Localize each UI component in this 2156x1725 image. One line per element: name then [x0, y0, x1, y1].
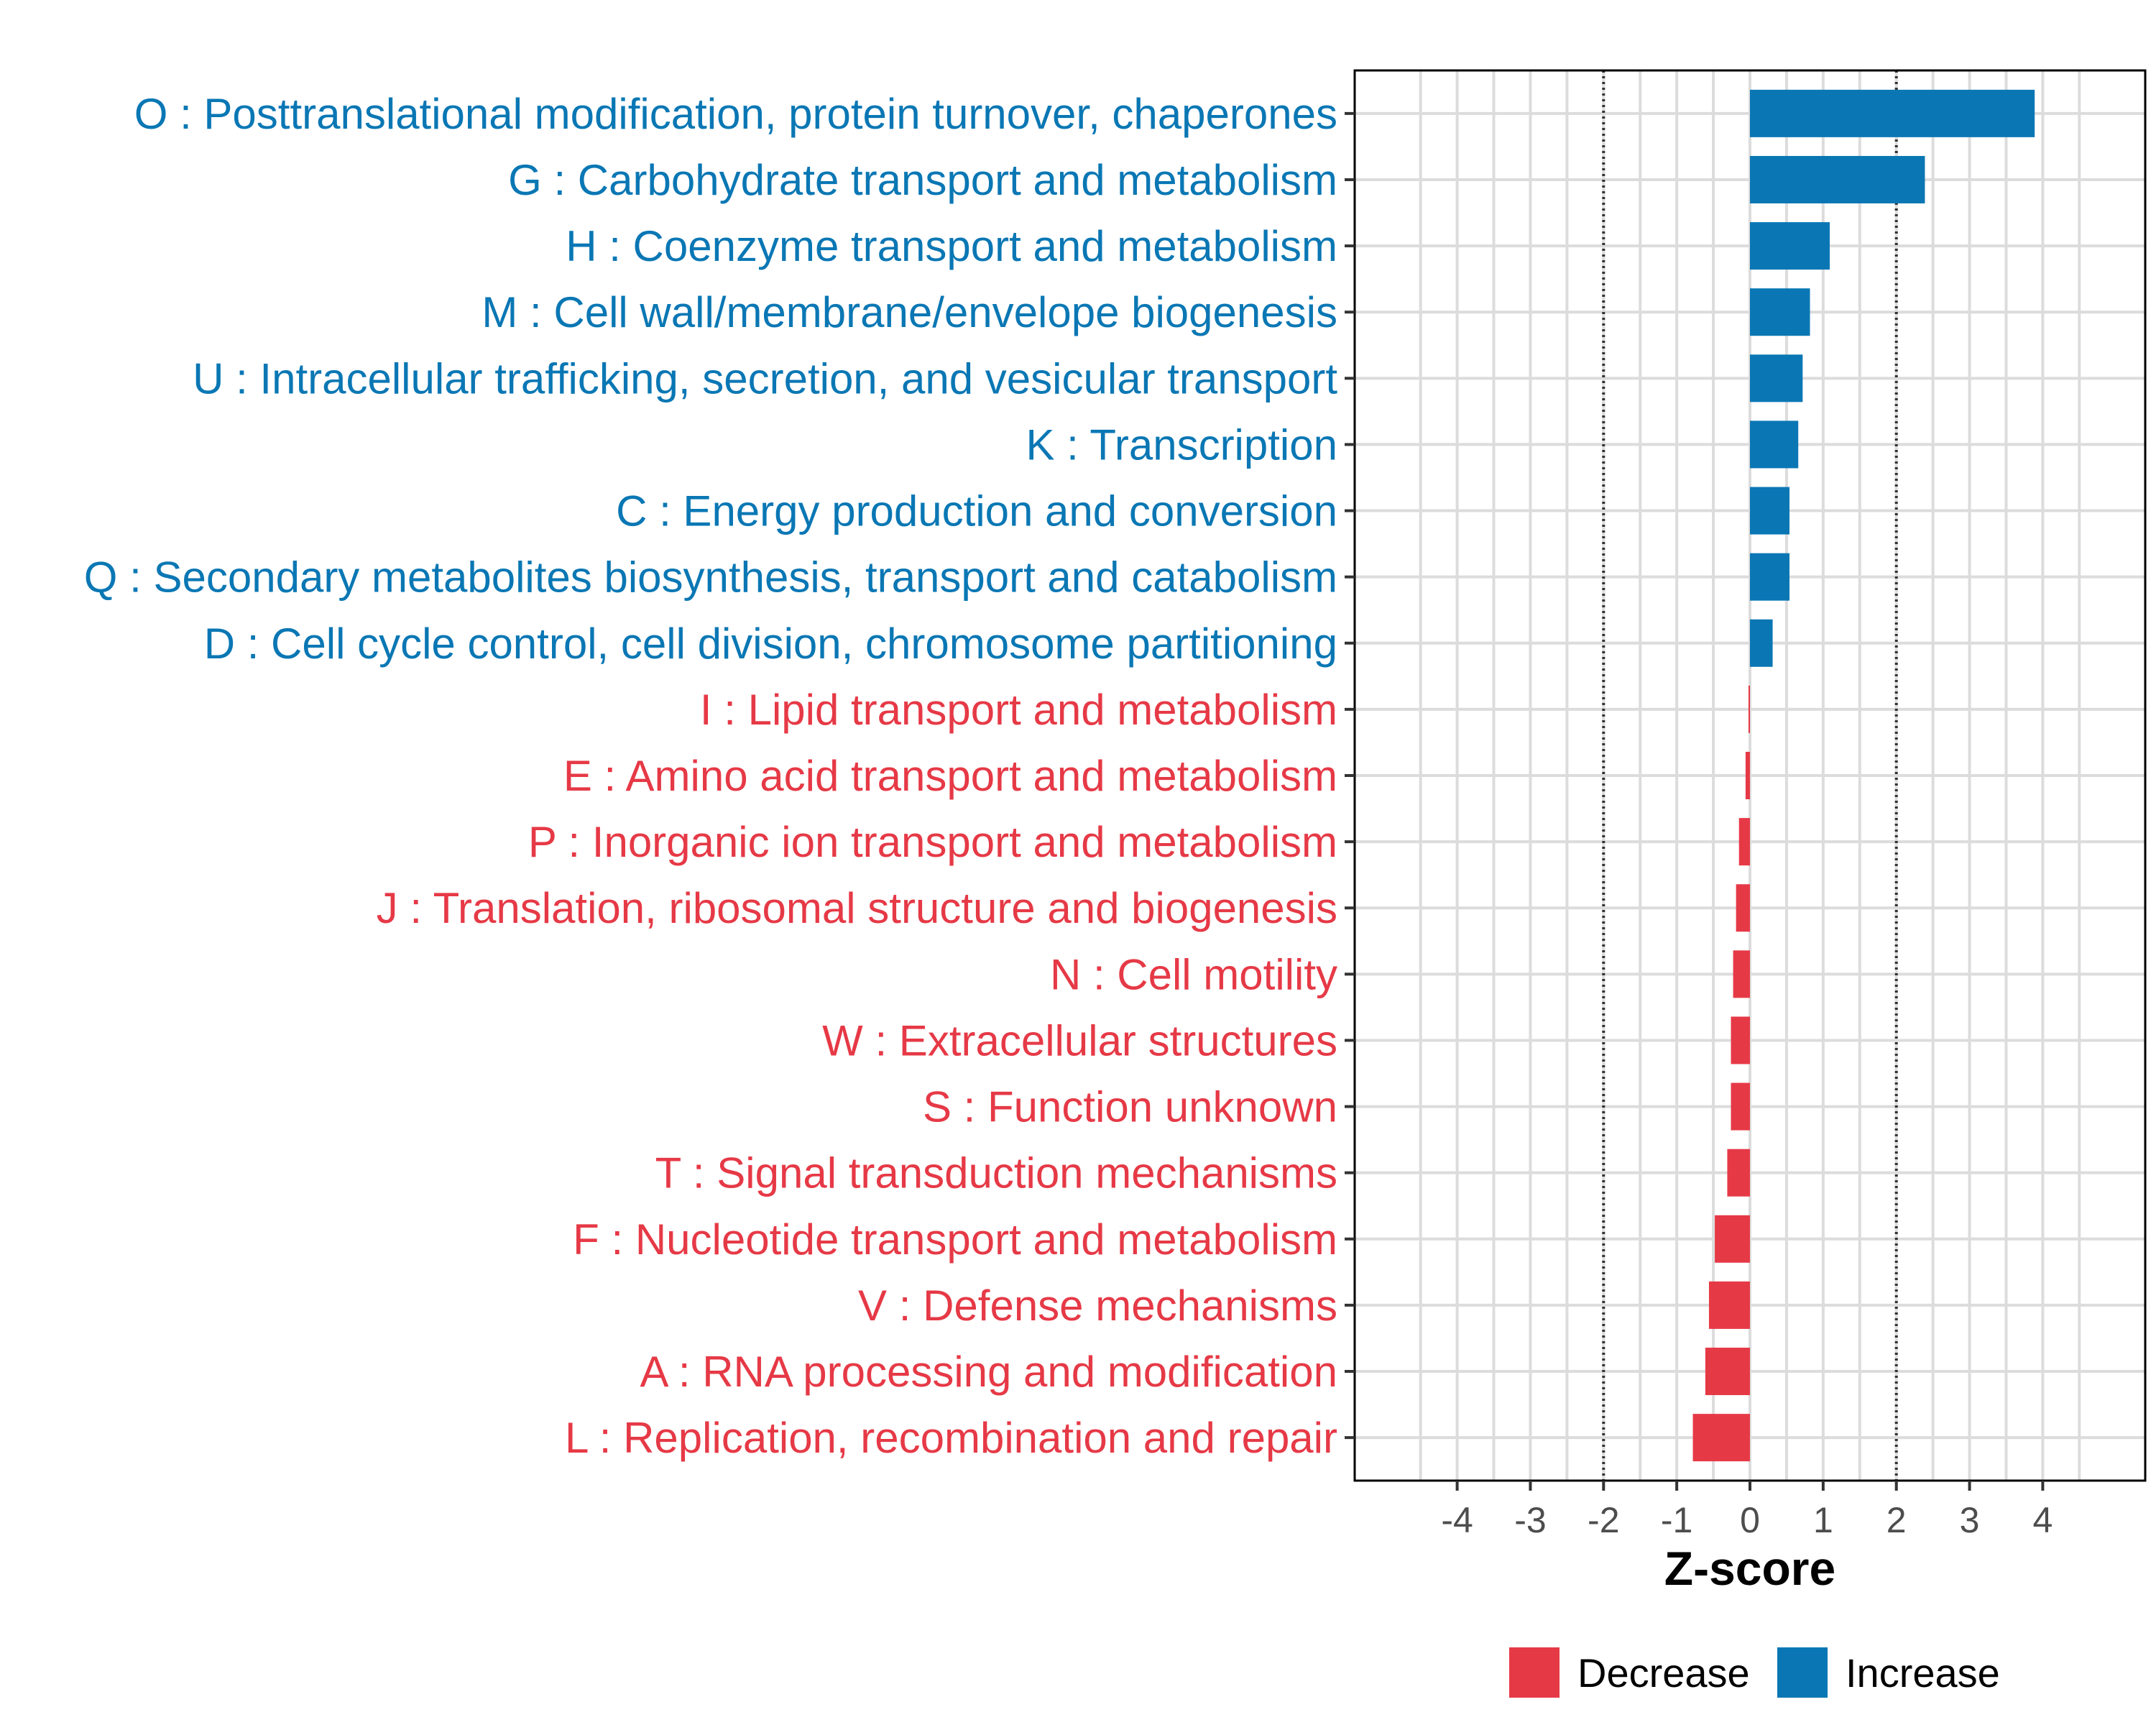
category-label: Q : Secondary metabolites biosynthesis, …: [84, 553, 1337, 602]
bar: [1750, 222, 1830, 270]
bar: [1731, 1082, 1750, 1131]
bar: [1750, 420, 1799, 469]
category-label: A : RNA processing and modification: [640, 1348, 1337, 1396]
category-label: E : Amino acid transport and metabolism: [563, 752, 1337, 800]
x-tick-label: 1: [1813, 1500, 1833, 1540]
bar: [1750, 553, 1789, 601]
bar: [1750, 155, 1925, 203]
grid-lines: [1355, 70, 2145, 1481]
bar: [1750, 487, 1789, 535]
x-tick-label: 3: [1960, 1500, 1980, 1540]
category-label: W : Extracellular structures: [822, 1016, 1337, 1064]
legend-label-decrease: Decrease: [1577, 1650, 1750, 1696]
category-label: T : Signal transduction mechanisms: [655, 1149, 1337, 1197]
bar: [1733, 950, 1750, 998]
category-label: P : Inorganic ion transport and metaboli…: [528, 818, 1337, 866]
bar: [1750, 89, 2035, 137]
category-label: C : Energy production and conversion: [616, 487, 1337, 535]
category-label: O : Posttranslational modification, prot…: [134, 90, 1337, 138]
legend-label-increase: Increase: [1846, 1650, 2000, 1696]
bar: [1692, 1414, 1750, 1462]
category-label: K : Transcription: [1026, 420, 1337, 469]
bar: [1750, 619, 1773, 667]
legend-swatch-decrease: [1509, 1647, 1560, 1698]
category-label: J : Translation, ribosomal structure and…: [377, 884, 1337, 932]
bar: [1705, 1348, 1750, 1396]
bars: [1692, 89, 2035, 1462]
x-tick-label: 4: [2033, 1500, 2053, 1540]
bar: [1750, 288, 1810, 336]
bar: [1727, 1149, 1750, 1197]
category-label: M : Cell wall/membrane/envelope biogenes…: [482, 288, 1337, 336]
bar: [1745, 752, 1750, 799]
x-axis-title: Z-score: [1664, 1542, 1835, 1595]
category-label: H : Coenzyme transport and metabolism: [566, 222, 1337, 270]
x-tick-label: -3: [1514, 1500, 1546, 1540]
category-label: U : Intracellular trafficking, secretion…: [193, 354, 1337, 402]
bar: [1731, 1016, 1750, 1064]
category-label: V : Defense mechanisms: [858, 1282, 1337, 1330]
category-label: D : Cell cycle control, cell division, c…: [204, 620, 1337, 668]
bar: [1708, 1281, 1750, 1329]
category-label: L : Replication, recombination and repai…: [565, 1414, 1337, 1462]
x-tick-label: 2: [1886, 1500, 1907, 1540]
category-label: S : Function unknown: [923, 1083, 1337, 1131]
bar: [1715, 1215, 1750, 1263]
bar: [1738, 818, 1750, 866]
bar: [1750, 354, 1803, 402]
category-label: N : Cell motility: [1050, 950, 1337, 998]
legend-swatch-increase: [1777, 1647, 1828, 1698]
x-tick-label: -4: [1441, 1500, 1473, 1540]
y-axis-ticks: [1345, 111, 1355, 1440]
category-label: I : Lipid transport and metabolism: [700, 686, 1337, 734]
bar: [1736, 884, 1750, 932]
x-tick-label: -1: [1661, 1500, 1692, 1540]
category-label: G : Carbohydrate transport and metabolis…: [508, 156, 1337, 204]
x-tick-label: 0: [1740, 1500, 1760, 1540]
legend: Decrease Increase: [1509, 1647, 2000, 1698]
x-tick-label: -2: [1588, 1500, 1619, 1540]
x-axis-ticks: -4 -3 -2 -1 0 1 2 3 4: [1441, 1481, 2053, 1540]
bar: [1748, 685, 1750, 733]
category-label: F : Nucleotide transport and metabolism: [573, 1215, 1337, 1264]
y-axis-category-labels: O : Posttranslational modification, prot…: [84, 90, 1338, 1462]
